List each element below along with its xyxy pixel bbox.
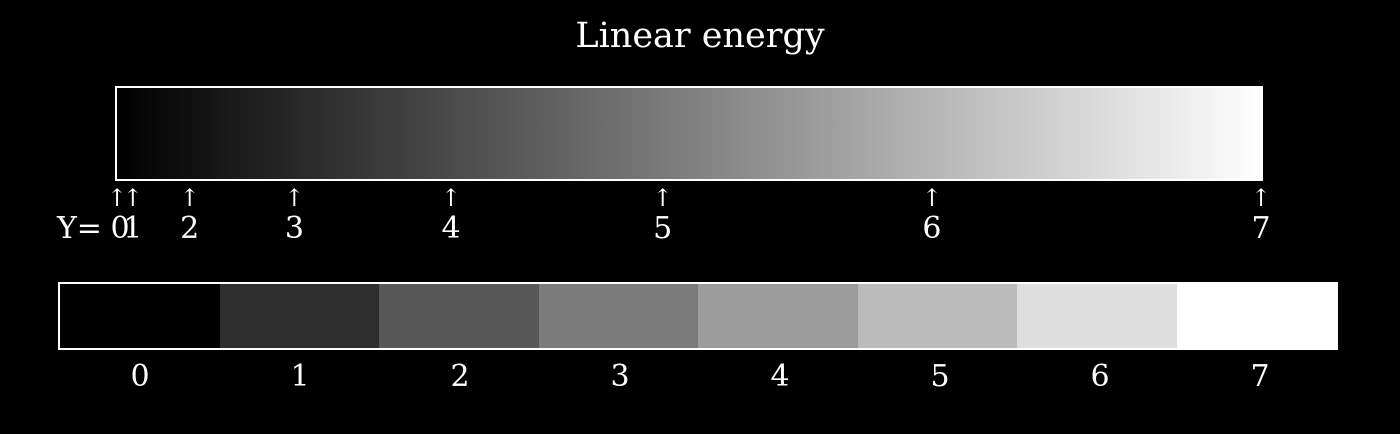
- gray-swatch: [857, 284, 1017, 348]
- gray-level-swatch-strip: [58, 282, 1338, 350]
- y-prefix-label: Y=: [57, 211, 102, 246]
- swatch-label: 6: [1090, 359, 1110, 394]
- marker-arrow-icon: ↑: [284, 184, 305, 212]
- swatch-label: 0: [130, 359, 150, 394]
- gradient-tick-label: 0: [110, 211, 130, 246]
- chart-title: Linear energy: [575, 16, 825, 56]
- gray-swatch: [698, 284, 858, 348]
- gray-swatch: [538, 284, 698, 348]
- swatch-label: 1: [290, 359, 310, 394]
- gradient-tick-label: 3: [284, 211, 304, 246]
- swatch-label: 2: [450, 359, 470, 394]
- marker-arrow-icon: ↑: [440, 184, 462, 212]
- swatch-label: 5: [930, 359, 950, 394]
- gray-swatch: [379, 284, 539, 348]
- marker-arrow-icon: ↑: [921, 184, 943, 212]
- swatch-label: 7: [1250, 359, 1270, 394]
- swatch-label: 3: [610, 359, 630, 394]
- gray-swatch: [219, 284, 379, 348]
- gradient-tick-label: 7: [1251, 211, 1271, 246]
- marker-arrow-icon: ↑: [122, 184, 143, 212]
- gradient-tick-label: 1: [123, 211, 143, 246]
- gradient-tick-label: 6: [922, 211, 942, 246]
- linear-energy-gradient-bar: [115, 86, 1263, 181]
- gradient-tick-label: 5: [653, 211, 673, 246]
- gradient-tick-label: 4: [441, 211, 461, 246]
- gray-swatch: [60, 284, 220, 348]
- gradient-tick-label: 2: [180, 211, 200, 246]
- swatch-label: 4: [770, 359, 790, 394]
- gray-swatch: [1176, 284, 1336, 348]
- gray-swatch: [1017, 284, 1177, 348]
- marker-arrow-icon: ↑: [106, 184, 128, 212]
- marker-arrow-icon: ↑: [179, 184, 200, 212]
- marker-arrow-icon: ↑: [652, 184, 673, 212]
- marker-arrow-icon: ↑: [1250, 184, 1272, 212]
